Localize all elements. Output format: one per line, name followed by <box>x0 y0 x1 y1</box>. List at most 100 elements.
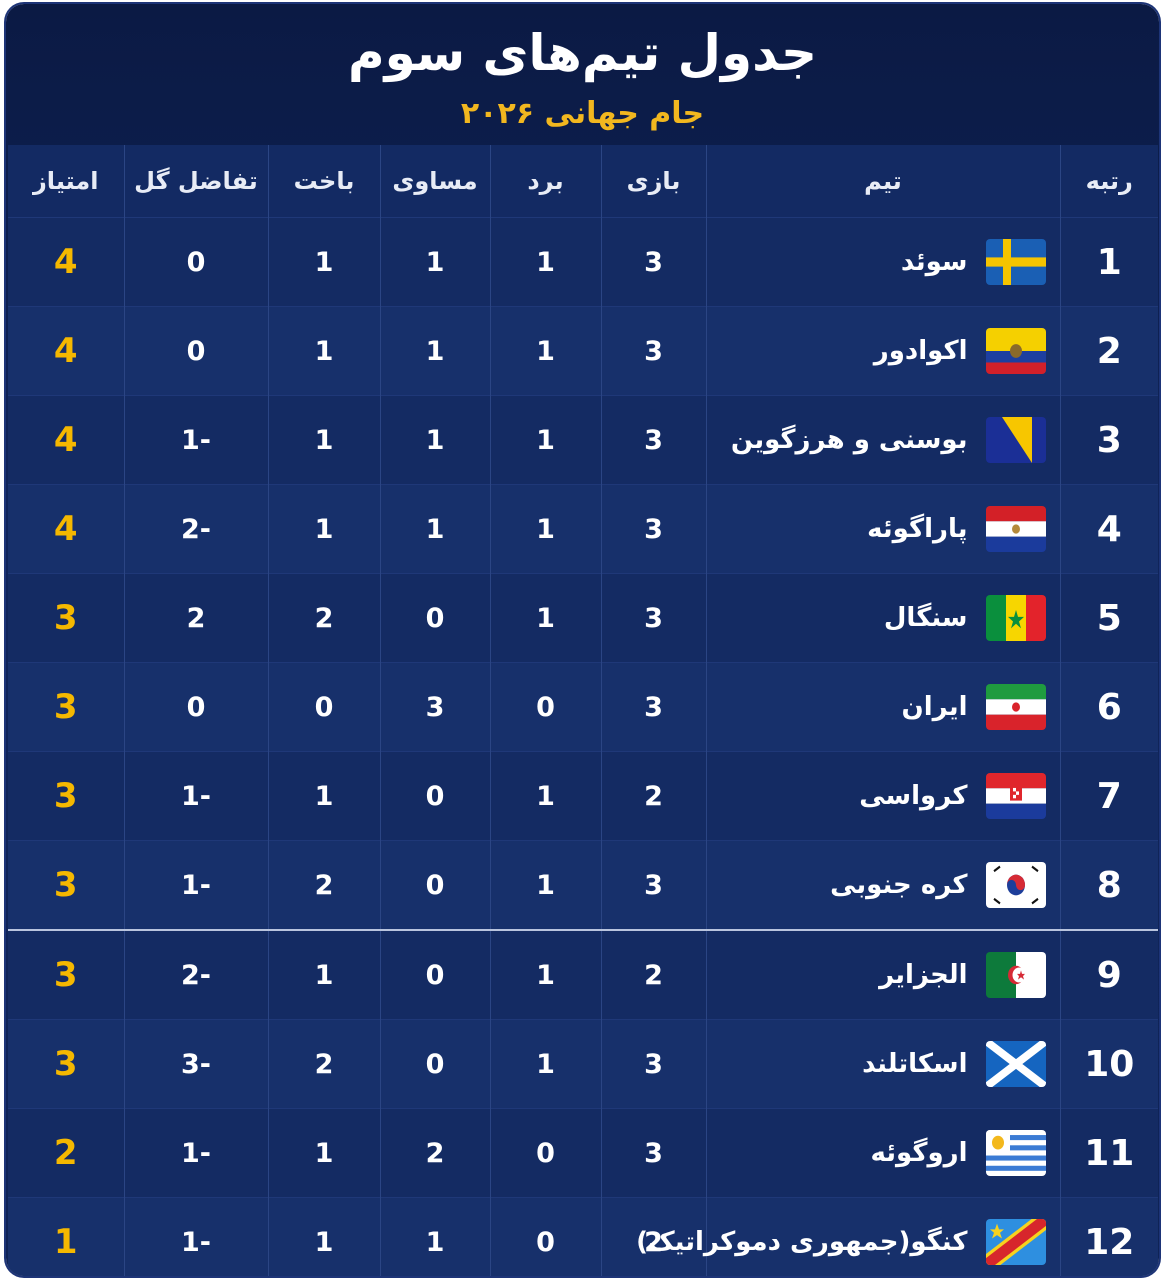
table-row: 1 سوئد 3 1 1 1 0 4 <box>8 217 1158 307</box>
stat-cell: 0 <box>267 662 380 752</box>
rank-cell: 12 <box>1059 1197 1158 1276</box>
table-row: 2 اکوادور 3 1 1 1 0 4 <box>8 306 1158 396</box>
stat-cell: 1 <box>379 306 490 396</box>
column-header: بازی <box>600 145 706 218</box>
rank-cell: 10 <box>1059 1019 1158 1109</box>
rank-cell: 3 <box>1059 395 1158 485</box>
stat-cell: -1 <box>123 395 268 485</box>
stat-cell: 1 <box>379 484 490 574</box>
points-cell: 3 <box>8 929 124 1020</box>
team-cell: سوئد <box>705 217 1060 307</box>
team-name: اروگوئه <box>870 1138 968 1168</box>
stat-cell: 3 <box>600 662 706 752</box>
points-cell: 4 <box>8 217 124 307</box>
flag-icon <box>985 595 1046 641</box>
rank-cell: 2 <box>1059 306 1158 396</box>
stat-cell: 3 <box>600 395 706 485</box>
stat-cell: 1 <box>489 217 601 307</box>
column-header: مساوی <box>379 145 490 218</box>
standings-table: رتبه تیم بازی برد مساوی باخت تفاضل گل امتیاز 1 س… <box>8 145 1158 1276</box>
team-name: کرواسی <box>859 781 968 811</box>
stat-cell: 2 <box>267 573 380 663</box>
stat-cell: 1 <box>267 306 380 396</box>
team-name: سوئد <box>900 247 968 277</box>
stat-cell: 3 <box>600 1108 706 1198</box>
team-name: پاراگوئه <box>867 514 968 544</box>
stat-cell: -1 <box>123 1108 268 1198</box>
rank-cell: 4 <box>1059 484 1158 574</box>
stat-cell: 0 <box>123 306 268 396</box>
stat-cell: 1 <box>267 1108 380 1198</box>
flag-icon <box>985 952 1046 998</box>
team-name: کره جنوبی <box>830 870 968 900</box>
column-header: امتیاز <box>8 145 124 218</box>
stat-cell: 0 <box>489 662 601 752</box>
stat-cell: 0 <box>379 751 490 841</box>
team-cell: سنگال <box>705 573 1060 663</box>
team-cell: کره جنوبی <box>705 840 1060 930</box>
stat-cell: 0 <box>379 840 490 930</box>
points-cell: 3 <box>8 573 124 663</box>
column-header: تیم <box>705 145 1060 218</box>
stat-cell: 0 <box>489 1197 601 1276</box>
flag-icon <box>985 417 1046 463</box>
points-cell: 3 <box>8 1019 124 1109</box>
column-header: برد <box>489 145 601 218</box>
team-cell: کرواسی <box>705 751 1060 841</box>
stat-cell: 0 <box>123 662 268 752</box>
flag-icon <box>985 862 1046 908</box>
team-cell: بوسنی و هرزگوین <box>705 395 1060 485</box>
stat-cell: -1 <box>123 751 268 841</box>
column-header: رتبه <box>1059 145 1158 218</box>
stat-cell: -1 <box>123 840 268 930</box>
stat-cell: 1 <box>379 1197 490 1276</box>
stat-cell: 0 <box>489 1108 601 1198</box>
team-cell: اروگوئه <box>705 1108 1060 1198</box>
table-row: 11 اروگوئه 3 0 2 1 -1 2 <box>8 1108 1158 1198</box>
flag-icon <box>981 1211 1050 1273</box>
stat-cell: 1 <box>489 840 601 930</box>
stat-cell: 1 <box>489 1019 601 1109</box>
stat-cell: -1 <box>123 1197 268 1276</box>
team-name: اکوادور <box>873 336 968 366</box>
stat-cell: 2 <box>600 1197 706 1276</box>
stat-cell: -3 <box>123 1019 268 1109</box>
subtitle: جام جهانی ۲۰۲۶ <box>460 96 705 131</box>
stat-cell: 1 <box>267 395 380 485</box>
stat-cell: 3 <box>600 1019 706 1109</box>
points-cell: 4 <box>8 484 124 574</box>
stat-cell: 0 <box>379 1019 490 1109</box>
stat-cell: 2 <box>600 751 706 841</box>
stat-cell: 1 <box>267 484 380 574</box>
flag-icon <box>985 773 1046 819</box>
stat-cell: 3 <box>600 217 706 307</box>
stat-cell: 3 <box>600 484 706 574</box>
team-cell: الجزایر <box>705 929 1060 1020</box>
stat-cell: 2 <box>379 1108 490 1198</box>
table-row: 9 الجزایر 2 1 0 1 -2 3 <box>8 929 1158 1020</box>
stat-cell: 1 <box>379 395 490 485</box>
table-row: 10 اسکاتلند 3 1 0 2 -3 3 <box>8 1019 1158 1109</box>
stat-cell: 3 <box>600 840 706 930</box>
table-row: 6 ایران 3 0 3 0 0 3 <box>8 662 1158 752</box>
rank-cell: 5 <box>1059 573 1158 663</box>
stat-cell: 1 <box>267 217 380 307</box>
stat-cell: 3 <box>600 306 706 396</box>
stat-cell: 3 <box>600 573 706 663</box>
rank-cell: 7 <box>1059 751 1158 841</box>
table-body: 1 سوئد 3 1 1 1 0 4 2 اکوادور 3 1 1 1 0 4 3 بوسنی و هرزگوی… <box>8 217 1158 1276</box>
flag-icon <box>985 239 1046 285</box>
table-row: 8 کره جنوبی 3 1 0 2 -1 3 <box>8 840 1158 930</box>
rank-cell: 11 <box>1059 1108 1158 1198</box>
table-row: 12 کنگو(جمهوری دموکراتیک) 2 0 1 1 -1 1 <box>8 1197 1158 1276</box>
standings-card: جدول تیم‌های سوم جام جهانی ۲۰۲۶ رتبه تیم ب… <box>6 4 1159 1276</box>
points-cell: 3 <box>8 662 124 752</box>
table-row: 4 پاراگوئه 3 1 1 1 -2 4 <box>8 484 1158 574</box>
rank-cell: 1 <box>1059 217 1158 307</box>
stat-cell: 2 <box>267 1019 380 1109</box>
stat-cell: 0 <box>379 929 490 1020</box>
points-cell: 4 <box>8 395 124 485</box>
team-cell: اکوادور <box>705 306 1060 396</box>
team-name: اسکاتلند <box>862 1049 968 1079</box>
flag-icon <box>985 328 1046 374</box>
